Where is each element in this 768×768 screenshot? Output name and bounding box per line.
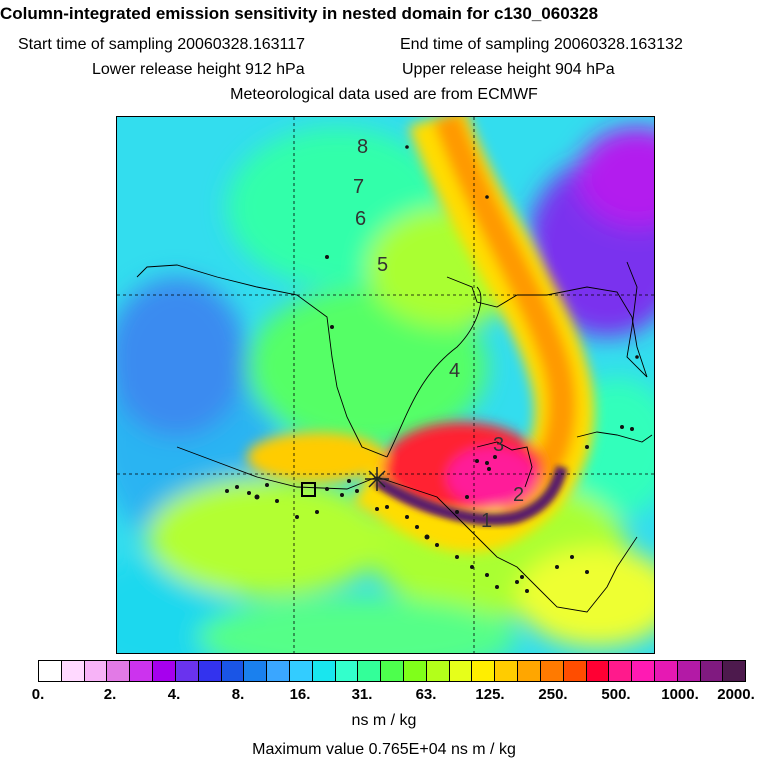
color-scale-cell xyxy=(39,661,62,681)
lower-height-line: Lower release height 912 hPa xyxy=(92,61,305,79)
release-box-marker xyxy=(301,482,316,497)
met-data-line: Meteorological data used are from ECMWF xyxy=(230,86,538,103)
color-scale-tick: 0. xyxy=(31,686,45,703)
color-scale-tick: 1000. xyxy=(661,686,699,703)
color-scale-cell xyxy=(609,661,633,681)
map-gridlines xyxy=(117,117,654,653)
day-label: 8 xyxy=(357,136,368,158)
upper-height-line: Upper release height 904 hPa xyxy=(402,61,615,79)
end-time-line: End time of sampling 20060328.163132 xyxy=(400,36,683,54)
day-label: 1 xyxy=(481,510,492,532)
color-scale-tick: 4. xyxy=(167,686,181,703)
color-scale-cell xyxy=(221,661,245,681)
day-label: 7 xyxy=(353,176,364,198)
color-scale-cell xyxy=(244,661,268,681)
upper-height-value: 904 hPa xyxy=(555,61,615,78)
day-label: 4 xyxy=(449,360,460,382)
lower-height-label: Lower release height xyxy=(92,61,241,78)
color-scale-cell xyxy=(540,661,564,681)
color-scale-cell xyxy=(586,661,610,681)
plume-core xyxy=(373,465,568,526)
color-scale-cell xyxy=(61,661,85,681)
color-scale-cell xyxy=(449,661,473,681)
maximum-value-label: Maximum value xyxy=(252,741,365,758)
color-scale-cell xyxy=(198,661,222,681)
color-scale-cell xyxy=(130,661,154,681)
day-label: 6 xyxy=(355,208,366,230)
color-scale-tick: 500. xyxy=(601,686,631,703)
color-scale-cell xyxy=(175,661,199,681)
end-time-label: End time of sampling xyxy=(400,36,550,53)
color-scale-cell xyxy=(518,661,541,681)
day-label: 2 xyxy=(513,484,524,506)
color-scale-cell xyxy=(472,661,496,681)
color-scale-cell xyxy=(335,661,359,681)
coastlines xyxy=(136,261,653,613)
color-scale-cell xyxy=(700,661,724,681)
color-scale-tick: 63. xyxy=(415,686,437,703)
color-scale-tick: 2000. xyxy=(717,686,755,703)
color-scale-cell xyxy=(563,661,587,681)
color-scale-cell xyxy=(426,661,450,681)
maximum-value-line: Maximum value 0.765E+04 ns m / kg xyxy=(0,741,768,759)
color-scale-cell xyxy=(677,661,701,681)
start-time-line: Start time of sampling 20060328.163117 xyxy=(18,36,305,54)
receptor-star-marker xyxy=(365,467,389,491)
color-scale-cell xyxy=(358,661,382,681)
color-scale-tick: 2. xyxy=(103,686,117,703)
color-scale-tick: 250. xyxy=(538,686,568,703)
color-scale-unit: ns m / kg xyxy=(351,712,417,729)
end-time-value: 20060328.163132 xyxy=(553,36,683,53)
color-scale-tick: 8. xyxy=(231,686,245,703)
color-scale-cell xyxy=(381,661,404,681)
color-scale-tick: 125. xyxy=(475,686,505,703)
color-scale-cell xyxy=(289,661,313,681)
color-scale-cell xyxy=(267,661,290,681)
sensitivity-map: 8 7 6 5 4 3 2 1 xyxy=(116,116,655,654)
trajectory-day-labels: 8 7 6 5 4 3 2 1 xyxy=(353,136,524,532)
color-scale-cell xyxy=(107,661,131,681)
upper-height-label: Upper release height xyxy=(402,61,551,78)
color-scale-cell xyxy=(84,661,108,681)
color-scale-cell xyxy=(404,661,427,681)
color-scale-cell xyxy=(312,661,336,681)
emission-spots xyxy=(225,145,639,593)
maximum-value-number: 0.765E+04 ns m / kg xyxy=(368,741,516,758)
color-scale-tick: 31. xyxy=(351,686,373,703)
start-time-value: 20060328.163117 xyxy=(177,36,306,53)
day-label: 3 xyxy=(493,434,504,456)
page-title: Column-integrated emission sensitivity i… xyxy=(0,4,599,23)
map-canvas: 8 7 6 5 4 3 2 1 xyxy=(117,117,654,653)
sensitivity-field xyxy=(117,127,654,653)
color-scale-cell xyxy=(632,661,655,681)
color-scale-cell xyxy=(654,661,678,681)
start-time-label: Start time of sampling xyxy=(18,36,173,53)
color-scale-cell xyxy=(723,661,746,681)
color-scale-cell xyxy=(153,661,176,681)
day-label: 5 xyxy=(377,254,388,276)
color-scale-tick: 16. xyxy=(289,686,311,703)
color-scale-bar xyxy=(38,660,746,682)
color-scale-cell xyxy=(495,661,519,681)
lower-height-value: 912 hPa xyxy=(245,61,305,78)
